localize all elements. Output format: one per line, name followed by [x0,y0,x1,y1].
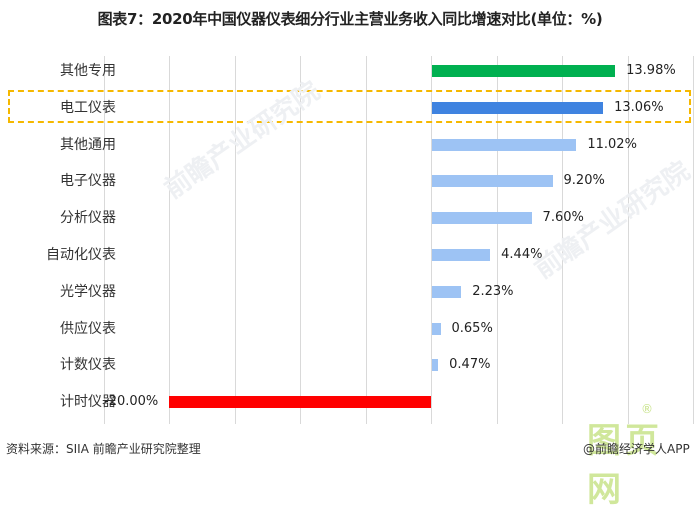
gridline [497,56,498,424]
gridline [104,56,105,424]
bar [432,285,462,298]
bar [432,212,532,225]
gridline [300,56,301,424]
highlight-box [8,90,691,123]
category-label: 分析仪器 [60,210,116,227]
value-label: 13.06% [614,99,664,115]
source-note: 资料来源：SIIA 前瞻产业研究院整理 [6,442,201,456]
bar [432,101,604,114]
value-label: 2.23% [472,283,514,299]
gridline [628,56,629,424]
category-label: 自动化仪表 [46,247,116,263]
value-label: 4.44% [501,247,543,262]
gridline [431,56,432,424]
value-label: 0.65% [451,320,493,336]
category-label: 供应仪表 [60,320,116,337]
category-label: 电工仪表 [60,99,116,116]
gridline [235,56,236,424]
bar [432,65,616,77]
category-label: 电子仪器 [60,173,116,190]
bar [432,249,491,261]
bar-chart: 其他专用 13.98% 电工仪表 13.06% 其他通用 11.02% 电子仪器 9.20% 分… [46,56,694,424]
value-label: 9.20% [563,173,605,189]
bar [432,359,439,372]
value-label: -20.00% [104,394,159,410]
bar [432,138,577,151]
bar [432,322,441,335]
gridline [169,56,170,424]
value-label: 13.98% [626,63,676,78]
chart-title: 图表7：2020年中国仪器仪表细分行业主营业务收入同比增速对比(单位：%) [97,10,603,28]
value-label: 0.47% [449,357,491,373]
category-label: 其他专用 [60,63,116,79]
gridline [366,56,367,424]
value-label: 7.60% [542,210,584,226]
value-label: 11.02% [587,136,637,152]
bar [169,396,431,409]
gridline [562,56,563,424]
category-label: 光学仪器 [60,283,116,300]
watermark-app: @前瞻经济学人APP [583,442,690,456]
bar [432,175,553,188]
registered-mark: ® [641,402,653,416]
category-label: 计时仪器 [60,394,116,411]
category-label: 计数仪表 [60,357,116,374]
category-label: 其他通用 [60,136,116,153]
gridline [693,56,694,424]
watermark-logo: 图页网 [587,421,663,510]
